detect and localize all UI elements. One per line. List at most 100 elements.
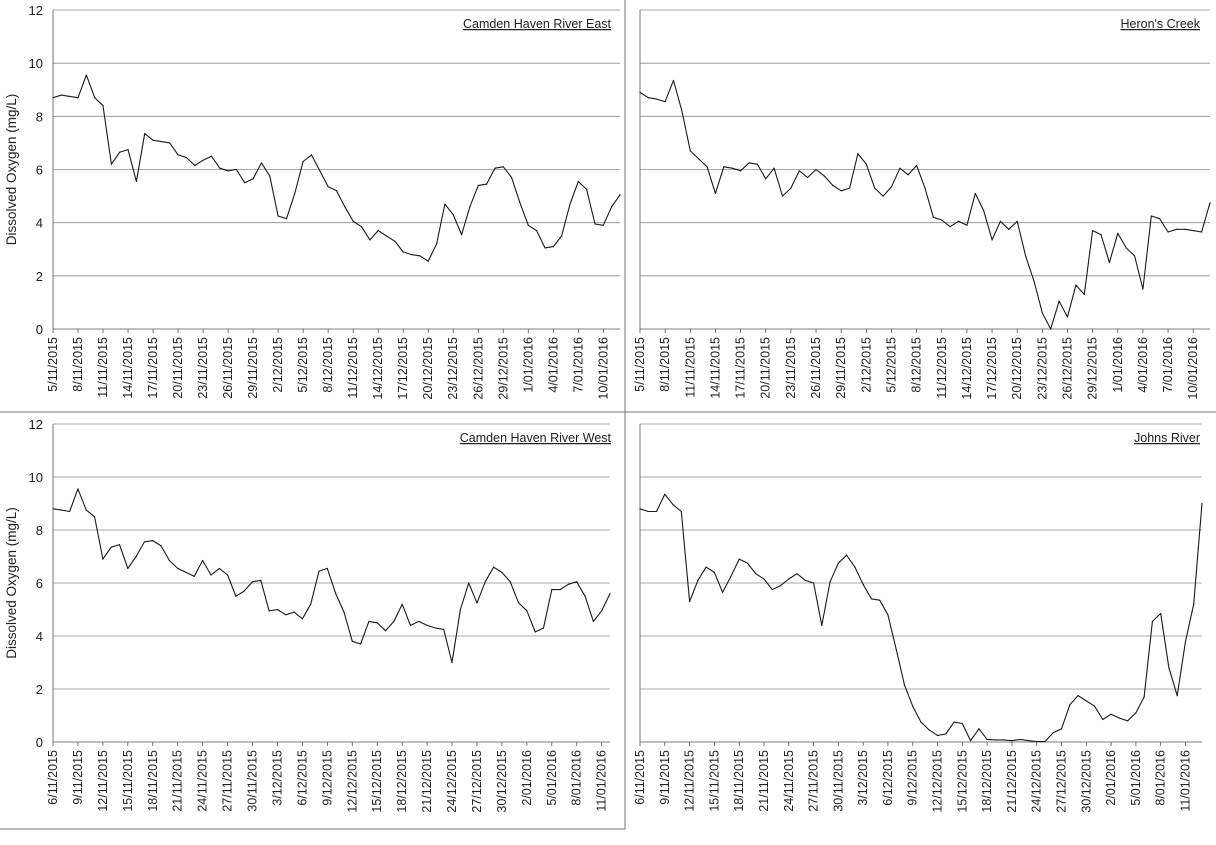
data-point: [285, 614, 287, 616]
data-point: [561, 235, 563, 237]
data-point: [986, 738, 988, 740]
panel-title: Camden Haven River East: [463, 17, 612, 31]
data-point: [722, 591, 724, 593]
data-point: [1041, 312, 1043, 314]
y-tick-label: 6: [36, 576, 43, 591]
data-point: [1100, 234, 1102, 236]
data-point: [260, 579, 262, 581]
data-point: [779, 585, 782, 587]
data-point: [77, 488, 79, 490]
data-point: [143, 541, 146, 543]
data-point: [1176, 695, 1178, 697]
data-point: [160, 545, 162, 547]
data-point: [739, 170, 742, 172]
data-point: [1150, 215, 1152, 217]
data-point: [609, 593, 611, 595]
data-point: [1151, 620, 1154, 623]
x-tick-label: 8/01/2016: [570, 750, 584, 806]
data-point: [594, 223, 596, 225]
data-point: [804, 579, 806, 581]
x-tick-label: 27/11/2015: [807, 750, 821, 812]
data-point: [672, 504, 674, 506]
data-point: [953, 721, 955, 723]
data-point: [647, 510, 649, 513]
data-point: [110, 163, 112, 165]
data-point: [664, 101, 666, 103]
data-point: [326, 567, 328, 570]
x-tick-label: 10/01/2016: [1186, 337, 1200, 400]
y-tick-label: 2: [36, 269, 43, 284]
data-point: [335, 593, 337, 595]
data-point: [244, 182, 246, 184]
data-point: [276, 608, 279, 611]
data-point: [576, 581, 578, 583]
x-tick-label: 21/12/2015: [1005, 750, 1019, 813]
data-point: [202, 559, 204, 562]
data-point: [409, 624, 412, 627]
y-tick-label: 8: [36, 109, 43, 124]
data-point: [829, 581, 831, 583]
data-point: [681, 110, 683, 112]
data-point: [812, 582, 815, 584]
data-point: [796, 573, 798, 575]
data-point: [1160, 612, 1162, 615]
data-point: [384, 630, 387, 632]
series-line: [52, 488, 611, 664]
data-point: [193, 575, 195, 577]
data-point: [343, 611, 345, 613]
data-point: [243, 590, 245, 592]
data-point: [1044, 740, 1046, 743]
data-point: [705, 566, 707, 568]
data-point: [260, 162, 263, 164]
data-point: [318, 570, 320, 572]
data-point: [52, 97, 54, 99]
data-point: [434, 627, 437, 629]
data-point: [788, 578, 790, 580]
y-tick-label: 12: [29, 417, 43, 432]
x-tick-label: 2/12/2015: [859, 337, 873, 393]
data-point: [1201, 231, 1203, 233]
data-point: [110, 546, 112, 548]
data-point: [584, 595, 586, 597]
data-point: [401, 603, 403, 605]
y-tick-label: 0: [36, 322, 43, 337]
data-point: [527, 224, 529, 226]
data-point: [344, 206, 346, 208]
x-tick-label: 11/12/2015: [935, 337, 949, 399]
data-point: [459, 608, 461, 611]
data-point: [672, 79, 675, 82]
x-tick-label: 21/11/2015: [171, 750, 185, 812]
data-point: [368, 620, 370, 623]
x-tick-label: 24/12/2015: [445, 750, 459, 813]
x-tick-label: 3/12/2015: [270, 750, 284, 806]
data-point: [639, 91, 641, 94]
data-point: [210, 574, 212, 576]
data-point: [1008, 228, 1010, 230]
x-tick-label: 14/12/2015: [371, 337, 385, 400]
y-tick-label: 4: [36, 216, 43, 231]
data-point: [1108, 261, 1111, 264]
data-point: [477, 184, 479, 187]
data-point: [601, 610, 603, 612]
x-tick-label: 18/11/2015: [732, 750, 746, 812]
x-tick-label: 18/12/2015: [980, 750, 994, 813]
data-point: [1192, 230, 1194, 232]
x-tick-label: 4/01/2016: [546, 337, 560, 393]
data-point: [1027, 740, 1030, 742]
data-point: [517, 602, 520, 604]
data-point: [119, 151, 121, 153]
data-point: [294, 192, 296, 195]
data-point: [1093, 705, 1096, 707]
data-point: [949, 226, 951, 228]
data-point: [93, 516, 96, 518]
data-point: [542, 627, 545, 629]
data-point: [1052, 732, 1054, 734]
data-point: [351, 640, 353, 642]
data-point: [152, 540, 154, 542]
data-point: [509, 581, 511, 583]
data-point: [957, 220, 960, 222]
data-point: [302, 160, 304, 163]
data-point: [664, 493, 666, 495]
y-axis-label: Dissolved Oxygen (mg/L): [4, 94, 19, 246]
data-point: [1058, 300, 1060, 302]
